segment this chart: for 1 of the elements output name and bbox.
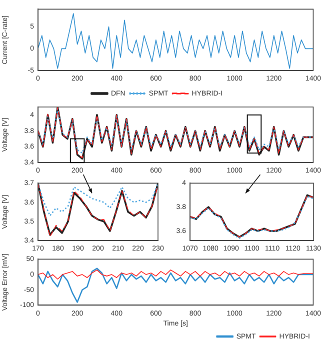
- line-series: [38, 183, 158, 216]
